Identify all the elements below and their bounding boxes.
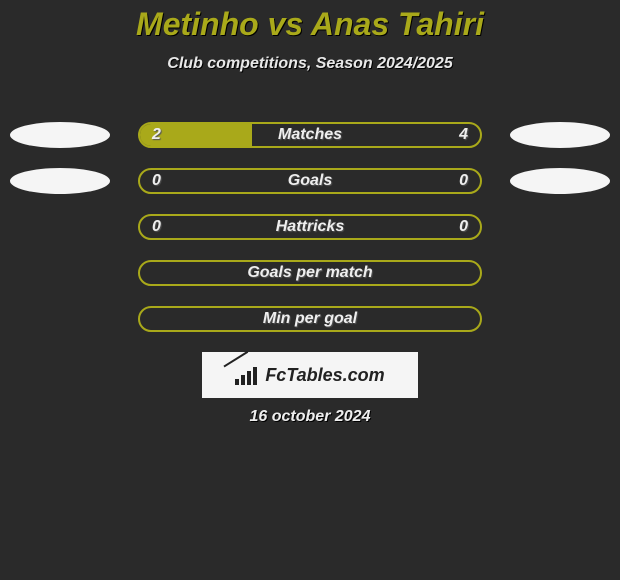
stat-row: 00Hattricks — [0, 214, 620, 240]
stat-label: Min per goal — [140, 308, 480, 330]
stat-row: Min per goal — [0, 306, 620, 332]
logo-chart-icon — [235, 365, 259, 385]
page-subtitle: Club competitions, Season 2024/2025 — [0, 55, 620, 73]
stat-label: Goals per match — [140, 262, 480, 284]
stat-bar: 00Goals — [138, 168, 482, 194]
stat-rows: 24Matches 00Goals 00Hattricks Goals per mat… — [0, 122, 620, 352]
stat-label: Matches — [140, 124, 480, 146]
comparison-infographic: Metinho vs Anas Tahiri Club competitions… — [0, 0, 620, 580]
player-avatar-right — [510, 122, 610, 148]
stat-bar: 24Matches — [138, 122, 482, 148]
stat-row: Goals per match — [0, 260, 620, 286]
stat-bar: 00Hattricks — [138, 214, 482, 240]
stat-row: 00Goals — [0, 168, 620, 194]
stat-label: Goals — [140, 170, 480, 192]
player-avatar-left — [10, 122, 110, 148]
page-title: Metinho vs Anas Tahiri — [0, 0, 620, 43]
stat-row: 24Matches — [0, 122, 620, 148]
logo-box: FcTables.com — [202, 352, 418, 398]
logo-text: FcTables.com — [265, 365, 384, 386]
player-avatar-left — [10, 168, 110, 194]
stat-bar: Goals per match — [138, 260, 482, 286]
stat-bar: Min per goal — [138, 306, 482, 332]
stat-label: Hattricks — [140, 216, 480, 238]
player-avatar-right — [510, 168, 610, 194]
date-text: 16 october 2024 — [0, 408, 620, 426]
